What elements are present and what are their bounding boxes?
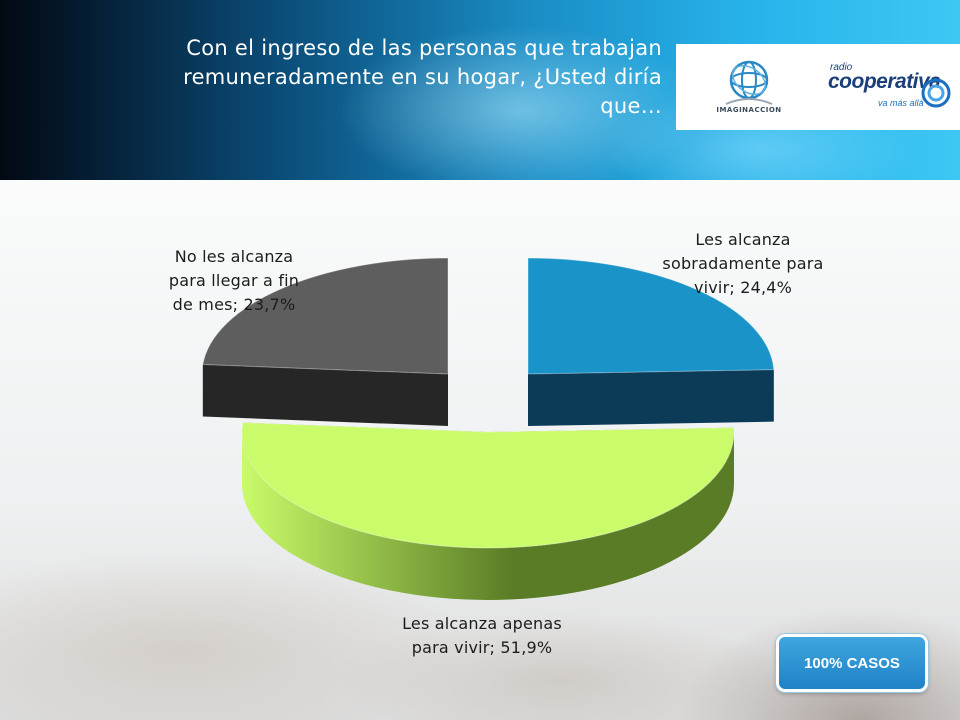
- cooperativa-logo-name: cooperativa: [828, 70, 941, 93]
- pie-chart: [202, 257, 775, 600]
- label-apenas: Les alcanza apenas para vivir; 51,9%: [402, 614, 562, 657]
- imaginaccion-logo-icon: [725, 60, 773, 105]
- slice-1-top: [241, 422, 735, 549]
- cases-badge: 100% CASOS: [776, 634, 928, 692]
- cooperativa-swoosh-icon: [921, 78, 951, 108]
- slice-0-cut-face-1: [528, 369, 774, 426]
- logo-strip: IMAGINACCION radio cooperativa va más al…: [676, 44, 960, 130]
- header-banner: Con el ingreso de las personas que traba…: [0, 0, 960, 180]
- slice-2-top: [202, 257, 449, 375]
- slide-title: Con el ingreso de las personas que traba…: [183, 36, 662, 118]
- imaginaccion-logo-text: IMAGINACCION: [716, 106, 782, 114]
- slice-0-top: [527, 257, 775, 375]
- cooperativa-logo: radio cooperativa va más allá: [826, 62, 956, 122]
- label-no-alcanza: No les alcanza para llegar a fin de mes;…: [168, 247, 300, 314]
- slice-2-cut-face-0: [202, 364, 448, 426]
- label-sobradamente: Les alcanza sobradamente para vivir; 24,…: [662, 230, 824, 297]
- cooperativa-logo-tagline: va más allá: [878, 98, 924, 108]
- slice-1-wall: [242, 432, 734, 600]
- cooperativa-logo-radio: radio: [830, 62, 853, 73]
